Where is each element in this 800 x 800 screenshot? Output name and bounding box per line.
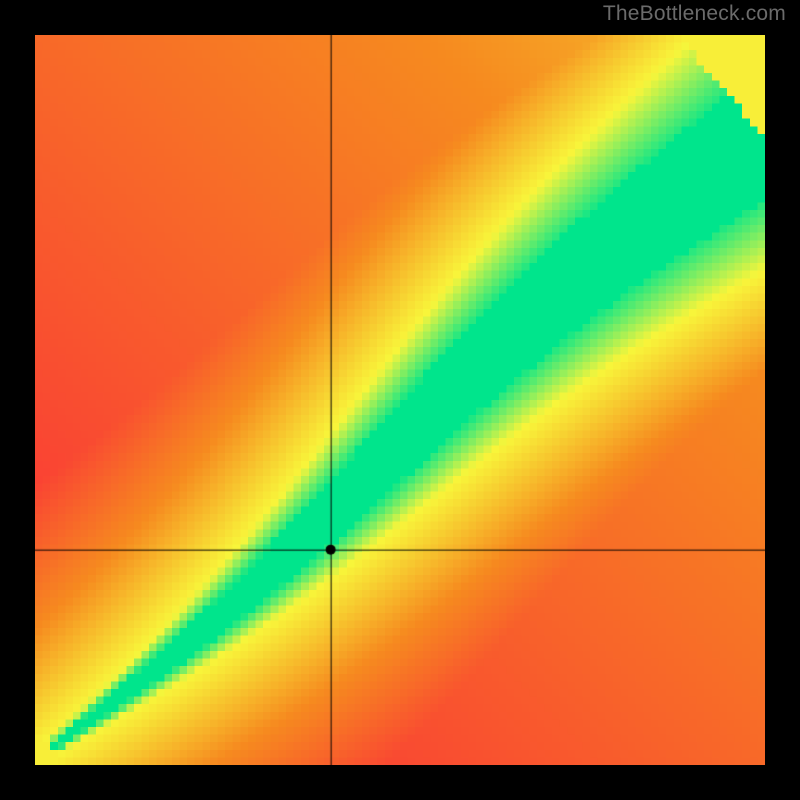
bottleneck-heatmap <box>35 35 765 765</box>
chart-container: TheBottleneck.com <box>0 0 800 800</box>
watermark-text: TheBottleneck.com <box>603 2 786 26</box>
